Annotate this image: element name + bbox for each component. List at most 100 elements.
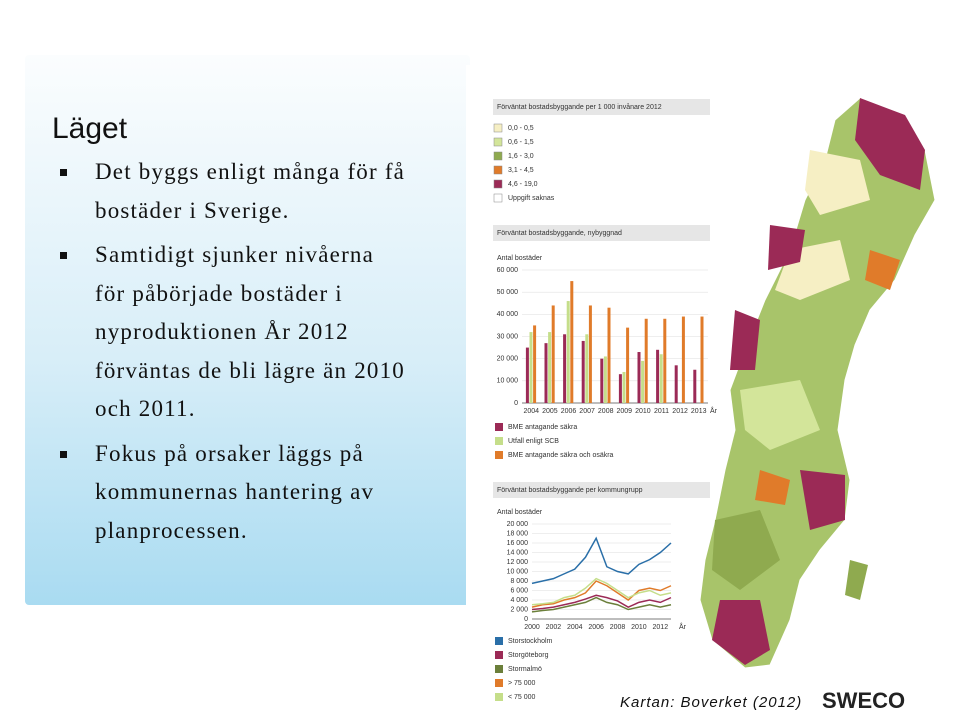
legend-swatch [495,451,503,459]
legend-swatch [495,679,503,687]
legend-swatch [495,693,503,701]
x-tick-label: 2012 [672,408,688,415]
y-tick-label: 20 000 [497,356,519,363]
legend-swatch [495,437,503,445]
bullet-text: kommunernas hantering av [95,479,375,504]
x-tick-label: 2010 [635,408,651,415]
line-series [531,577,672,606]
bar [551,305,555,403]
bullet-text: för påbörjade bostäder i [95,280,343,306]
bar [637,352,641,403]
y-tick-label: 8 000 [510,578,528,585]
line-series [531,580,672,608]
x-unit: År [679,622,687,631]
section-band [493,225,710,241]
bar [607,307,611,403]
x-tick-label: 2008 [610,624,626,631]
section-band [493,99,710,115]
legend-label: BME antagande säkra [508,424,577,431]
x-unit: År [710,406,718,415]
legend-label: Storgöteborg [508,652,549,659]
legend-label: Stormalmö [508,666,542,673]
bullet-marker [60,252,67,259]
bar [656,349,660,403]
bar [659,354,663,403]
x-tick-label: 2004 [524,408,540,415]
logo: SWECO [822,688,906,713]
x-tick-label: 2004 [567,624,583,631]
legend-swatch [493,179,503,189]
bar [622,371,626,403]
legend-label: > 75 000 [508,680,536,687]
y-tick-label: 6 000 [510,587,528,594]
sweden-map [699,97,936,669]
x-tick-label: 2005 [542,408,558,415]
x-tick-label: 2006 [561,408,577,415]
map-title: Förväntat bostadsbyggande per 1 000 invå… [497,103,662,111]
bar [588,305,592,403]
bar [600,358,604,403]
bar [603,356,607,403]
y-axis-label: Antal bostäder [497,255,543,262]
legend-label: Utfall enligt SCB [508,438,559,445]
legend-label: < 75 000 [508,694,536,701]
bar [626,327,630,403]
y-tick-label: 10 000 [507,568,529,575]
legend-swatch [493,123,503,133]
bullet-text: nyproduktionen År 2012 [95,319,349,344]
y-tick-label: 0 [514,400,518,407]
bar [581,340,585,403]
bullet-text: förväntas de bli lägre än 2010 [95,357,405,383]
x-tick-label: 2009 [617,408,633,415]
y-tick-label: 50 000 [497,289,519,296]
x-tick-label: 2010 [631,624,647,631]
legend-swatch [493,165,503,175]
section-band [493,482,710,498]
chart-title: Förväntat bostadsbyggande per kommungrup… [497,487,643,494]
legend-swatch [495,651,503,659]
bar [570,281,574,403]
legend-swatch [493,151,503,161]
bar [533,325,537,403]
line-series [531,594,672,611]
bar [681,316,685,403]
bar [548,332,552,403]
bullet-text: Det byggs enligt många för få [95,159,406,184]
bar [693,369,697,403]
y-tick-label: 18 000 [507,530,529,537]
bar [618,374,622,403]
legend-swatch [495,637,503,645]
bar [525,347,529,403]
x-tick-label: 2008 [598,408,614,415]
text-panel [25,55,470,605]
legend-label: 0,6 - 1,5 [508,139,534,146]
bullet-text: bostäder i Sverige. [95,197,290,223]
bar [663,318,667,403]
legend-label: 3,1 - 4,5 [508,167,534,174]
y-tick-label: 20 000 [507,521,529,528]
y-tick-label: 60 000 [497,267,519,274]
chart-title: Förväntat bostadsbyggande, nybyggnad [497,230,622,237]
x-tick-label: 2002 [546,624,562,631]
bar [700,316,704,403]
bar [529,332,533,403]
legend-label: BME antagande säkra och osäkra [508,452,614,459]
bar [585,334,589,403]
line-series [531,596,672,613]
legend-swatch [493,137,503,147]
bullet-marker [60,169,67,176]
y-tick-label: 0 [524,616,528,623]
bullet-text: planprocessen. [95,517,248,543]
bar [644,318,648,403]
legend-swatch [493,193,503,203]
bar [674,365,678,403]
y-axis-label: Antal bostäder [497,509,543,516]
y-tick-label: 2 000 [510,606,528,613]
x-tick-label: 2011 [654,408,669,415]
legend-swatch [495,423,503,431]
bullet-text: Samtidigt sjunker nivåerna [95,242,375,267]
legend-label: 4,6 - 19,0 [508,181,538,188]
legend-swatch [495,665,503,673]
